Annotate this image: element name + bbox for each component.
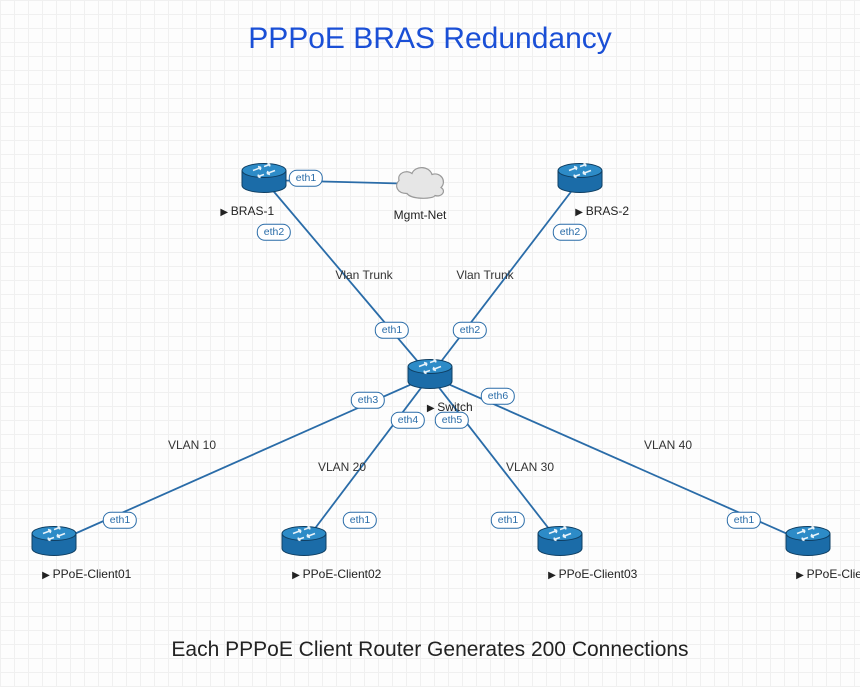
- port-label: eth1: [727, 512, 761, 529]
- link-label: Vlan Trunk: [335, 268, 392, 282]
- port-label: eth4: [391, 412, 425, 429]
- port-label: eth1: [343, 512, 377, 529]
- page-subtitle: Each PPPoE Client Router Generates 200 C…: [0, 638, 860, 662]
- port-label: eth1: [103, 512, 137, 529]
- node-label: ▶ PPoE-Client03: [548, 567, 637, 581]
- port-label: eth6: [481, 388, 515, 405]
- node-c1[interactable]: [31, 525, 77, 562]
- node-label: ▶ BRAS-2: [575, 204, 629, 218]
- node-label: ▶ PPoE-Client01: [42, 567, 131, 581]
- node-c3[interactable]: [537, 525, 583, 562]
- node-c4[interactable]: [785, 525, 831, 562]
- router-icon: [537, 525, 583, 562]
- link-label: Vlan Trunk: [456, 268, 513, 282]
- router-icon: [281, 525, 327, 562]
- router-icon: [31, 525, 77, 562]
- link-label: VLAN 40: [644, 438, 692, 452]
- router-icon: [407, 358, 453, 395]
- link-label: VLAN 20: [318, 460, 366, 474]
- router-icon: [557, 162, 603, 199]
- port-label: eth1: [289, 170, 323, 187]
- port-label: eth2: [453, 322, 487, 339]
- port-label: eth1: [375, 322, 409, 339]
- node-label: ▶ PPoE-Client04: [796, 567, 860, 581]
- link-label: VLAN 30: [506, 460, 554, 474]
- port-label: eth3: [351, 392, 385, 409]
- router-icon: [785, 525, 831, 562]
- link-layer: [0, 0, 860, 687]
- node-switch[interactable]: [407, 358, 453, 395]
- node-c2[interactable]: [281, 525, 327, 562]
- cloud-icon: [389, 162, 451, 207]
- node-bras1[interactable]: [241, 162, 287, 199]
- router-icon: [241, 162, 287, 199]
- page-title: PPPoE BRAS Redundancy: [0, 22, 860, 56]
- port-label: eth2: [553, 224, 587, 241]
- link-label: VLAN 10: [168, 438, 216, 452]
- node-label: Mgmt-Net: [394, 208, 447, 222]
- port-label: eth5: [435, 412, 469, 429]
- port-label: eth2: [257, 224, 291, 241]
- node-label: ▶ BRAS-1: [220, 204, 274, 218]
- port-label: eth1: [491, 512, 525, 529]
- node-mgmt[interactable]: [389, 162, 451, 207]
- node-label: ▶ PPoE-Client02: [292, 567, 381, 581]
- node-bras2[interactable]: [557, 162, 603, 199]
